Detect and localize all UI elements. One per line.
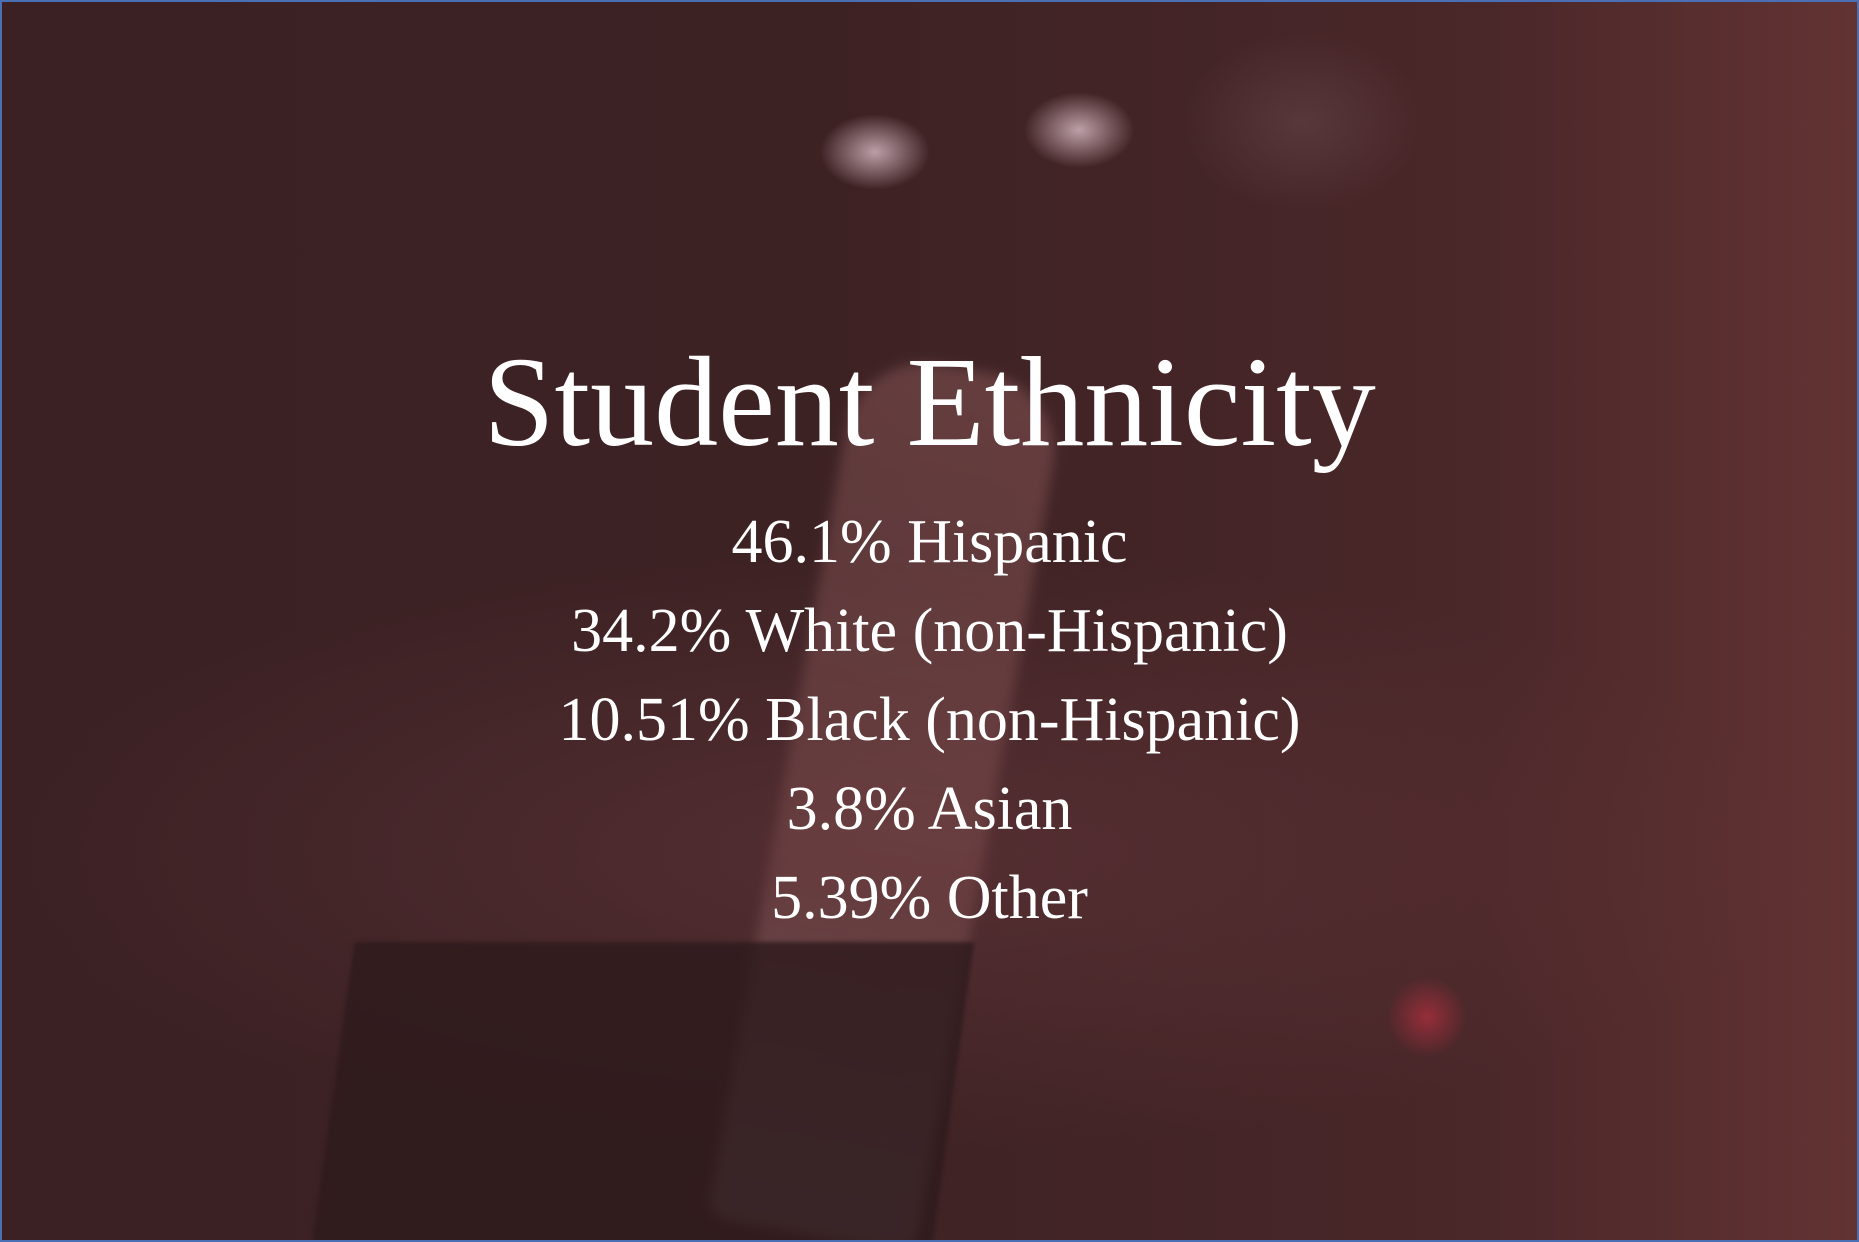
background-photo-graduation-cap <box>309 942 975 1240</box>
ethnicity-item-asian: 3.8% Asian <box>786 775 1073 843</box>
ethnicity-item-other: 5.39% Other <box>771 864 1088 932</box>
slide-content: Student Ethnicity 46.1% Hispanic 34.2% W… <box>2 332 1857 943</box>
ethnicity-item-white: 34.2% White (non-Hispanic) <box>571 597 1288 665</box>
slide-title: Student Ethnicity <box>483 331 1376 473</box>
ethnicity-item-hispanic: 46.1% Hispanic <box>731 508 1128 576</box>
ethnicity-item-black: 10.51% Black (non-Hispanic) <box>558 686 1301 754</box>
